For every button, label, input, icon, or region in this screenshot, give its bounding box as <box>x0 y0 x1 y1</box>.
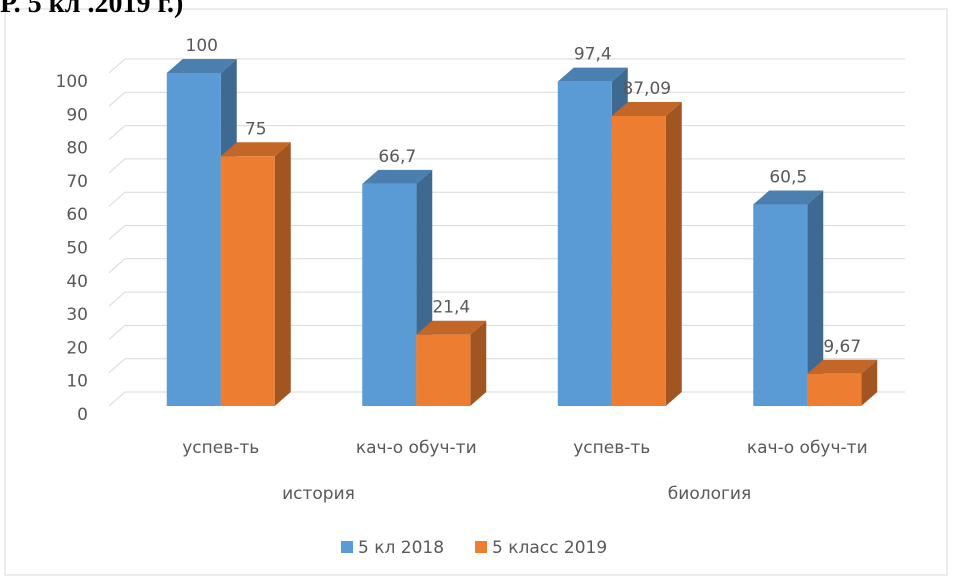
x-tick-label: кач-о обуч-ти <box>356 438 477 458</box>
legend-swatch <box>475 541 488 553</box>
y-tick-label: 0 <box>77 405 88 425</box>
x-tick-label: успев-ть <box>573 438 650 458</box>
bar-top <box>416 320 487 335</box>
bar-side <box>807 190 824 406</box>
caption: Р. 5 кл .2019 г.) <box>0 0 183 19</box>
y-tick-label: 80 <box>66 139 88 159</box>
bar-top <box>220 142 291 157</box>
bar <box>416 334 471 406</box>
bar-side <box>274 142 291 406</box>
y-tick-label: 40 <box>66 272 88 292</box>
data-label: 66,7 <box>378 147 416 167</box>
data-label: 9,67 <box>823 337 861 357</box>
data-label: 60,5 <box>769 168 807 188</box>
data-label: 87,09 <box>622 79 671 99</box>
bar-side <box>470 320 487 406</box>
y-tick-label: 70 <box>66 172 88 192</box>
bar-side <box>665 101 682 407</box>
x-tick-label: кач-о обуч-ти <box>747 438 868 458</box>
bar-top <box>753 190 824 205</box>
bar-top <box>166 59 237 73</box>
bar <box>557 81 612 407</box>
data-label: 21,4 <box>432 298 470 318</box>
legend-label: 5 класс 2019 <box>492 538 607 558</box>
bar <box>807 373 862 406</box>
grid-line <box>108 58 905 74</box>
bar <box>220 156 275 406</box>
data-label: 97,4 <box>574 45 612 65</box>
group-label: биология <box>668 484 751 504</box>
x-tick-label: успев-ть <box>182 438 259 458</box>
bar-side <box>861 359 878 406</box>
legend-label: 5 кл 2018 <box>358 538 444 558</box>
y-tick-label: 60 <box>66 205 88 225</box>
bar-top <box>557 67 628 82</box>
y-tick-label: 50 <box>66 239 88 259</box>
data-label: 75 <box>245 119 267 139</box>
y-tick-label: 100 <box>56 72 88 92</box>
bar <box>362 183 417 406</box>
y-tick-label: 20 <box>66 338 88 358</box>
bar-top <box>362 169 433 184</box>
group-label: история <box>282 484 355 504</box>
bar <box>166 73 221 406</box>
grid-line <box>108 91 905 107</box>
y-tick-label: 90 <box>66 105 88 125</box>
legend-swatch <box>341 541 353 553</box>
data-label: 100 <box>186 36 218 56</box>
bar <box>753 204 808 406</box>
bar-top <box>611 101 682 116</box>
y-tick-label: 10 <box>66 372 88 392</box>
bar-top <box>807 359 878 374</box>
bar <box>611 115 666 407</box>
y-tick-label: 30 <box>66 305 88 325</box>
